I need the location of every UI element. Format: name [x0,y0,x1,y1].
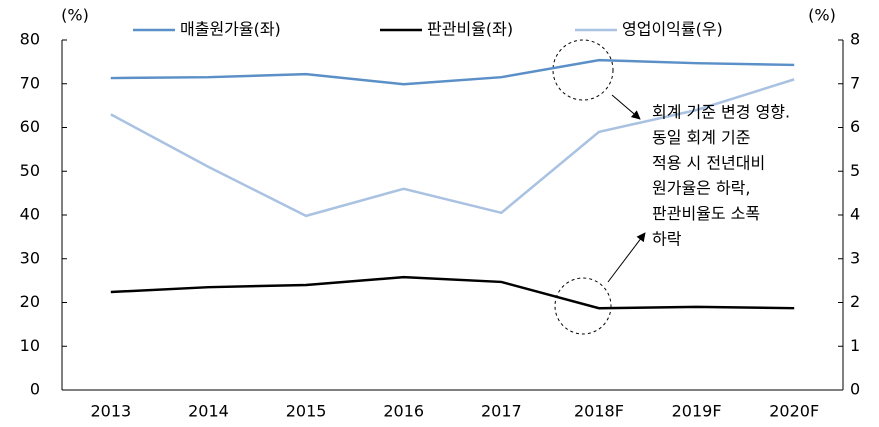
x-tick-label: 2018F [574,402,624,421]
y-tick-label: 80 [20,30,40,49]
y2-tick-label: 5 [850,161,860,180]
y2-tick-label: 6 [850,117,860,136]
highlight-circle [554,277,612,335]
y2-tick-label: 8 [850,30,860,49]
annotation-text: 동일 회계 기준 [652,128,751,147]
y-tick-label: 70 [20,73,40,92]
x-tick-label: 2014 [188,402,229,421]
x-tick-label: 2013 [90,402,131,421]
y-tick-label: 30 [20,248,40,267]
y2-tick-label: 1 [850,336,860,355]
y-tick-label: 60 [20,117,40,136]
x-tick-label: 2015 [286,402,327,421]
legend-label: 영업이익률(우) [622,20,723,39]
annotation-text: 하락 [652,230,682,249]
y2-tick-label: 0 [850,380,860,399]
y2-tick-label: 2 [850,292,860,311]
annotation-text: 적용 시 전년대비 [652,153,765,172]
series-line [110,78,795,218]
y-unit: (%) [61,6,89,25]
x-tick-label: 2019F [672,402,722,421]
y2-tick-label: 7 [850,73,860,92]
series-line [110,58,795,86]
y-tick-label: 0 [30,380,40,399]
annotation-text: 판관비율도 소폭 [652,204,760,223]
y2-tick-label: 3 [850,248,860,267]
y-tick-label: 20 [20,292,40,311]
x-tick-label: 2016 [383,402,424,421]
legend-label: 매출원가율(좌) [180,20,281,39]
y-tick-label: 50 [20,161,40,180]
y2-unit: (%) [808,6,836,25]
series-line [110,275,795,310]
legend-label: 판관비율(좌) [427,20,513,39]
x-tick-label: 2017 [481,402,522,421]
y2-tick-label: 4 [850,205,860,224]
annotation-arrow [611,94,641,120]
x-tick-label: 2020F [769,402,819,421]
y-tick-label: 40 [20,205,40,224]
annotation-text: 회계 기준 변경 영향. [652,103,790,122]
annotation-text: 원가율은 하락, [652,179,751,198]
y-tick-label: 10 [20,336,40,355]
highlight-circle [552,39,614,101]
annotation-arrow [607,232,646,283]
